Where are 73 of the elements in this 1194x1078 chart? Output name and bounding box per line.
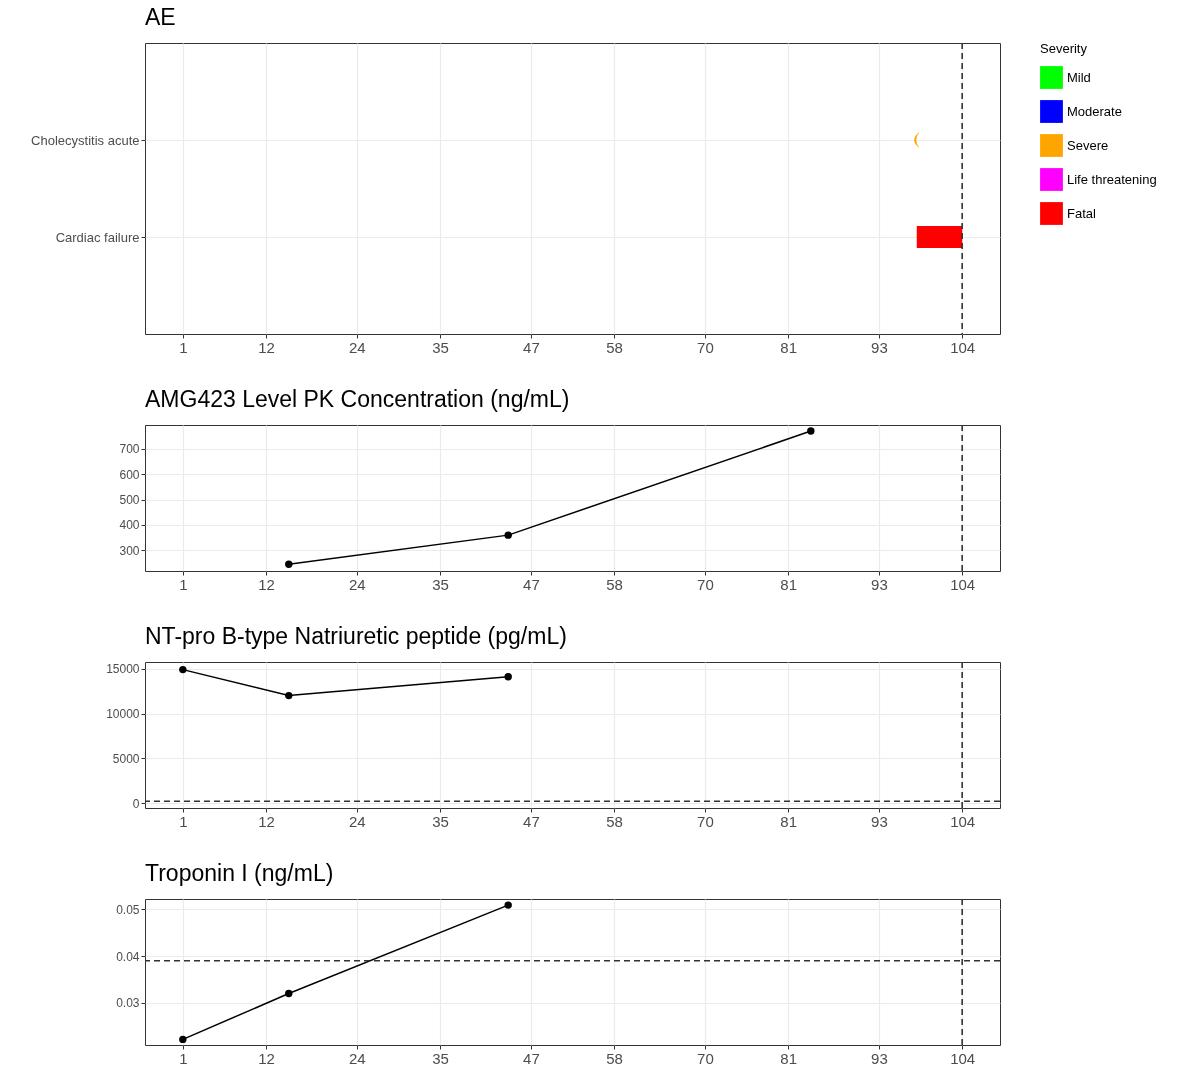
x-tick-label: 1	[179, 812, 188, 830]
chart-title: NT-pro B-type Natriuretic peptide (pg/mL)	[145, 623, 567, 650]
chart-title: Troponin I (ng/mL)	[145, 860, 334, 887]
x-tick-label: 81	[780, 812, 797, 830]
x-tick-label: 104	[950, 575, 976, 593]
y-tick-label: 700	[119, 442, 140, 457]
y-tick-label: 300	[119, 543, 140, 558]
y-tick-label: 10000	[106, 707, 140, 721]
x-tick-label: 1	[179, 575, 188, 593]
x-tick-label: 104	[950, 338, 976, 356]
legend-label: Moderate	[1067, 103, 1122, 119]
x-tick-label: 24	[349, 812, 366, 830]
chart-title: AE	[145, 4, 176, 31]
point	[285, 560, 293, 568]
legend-label: Mild	[1067, 69, 1091, 85]
y-tick-label: 600	[119, 467, 140, 482]
x-tick-label: 47	[523, 575, 540, 593]
legend-label: Severe	[1067, 137, 1109, 153]
x-tick-label: 35	[432, 575, 449, 593]
y-tick-label: 5000	[112, 751, 140, 766]
x-tick-label: 104	[950, 1049, 976, 1067]
point	[807, 427, 815, 435]
y-tick-label: 15000	[106, 662, 140, 677]
x-tick-label: 93	[871, 1049, 888, 1067]
y-tick-label: 0.04	[116, 949, 140, 964]
point	[504, 901, 512, 909]
point	[285, 691, 293, 700]
y-tick-label: 0	[132, 796, 140, 811]
x-tick-label: 58	[606, 812, 623, 830]
x-tick-label: 70	[697, 1049, 714, 1067]
y-tick-label: 400	[119, 518, 140, 533]
x-tick-label: 12	[258, 575, 275, 593]
x-tick-label: 81	[780, 338, 797, 356]
x-tick-label: 35	[432, 1049, 449, 1067]
x-tick-label: 12	[258, 1049, 275, 1067]
x-tick-label: 81	[780, 575, 797, 593]
x-tick-label: 70	[697, 338, 714, 356]
point	[179, 1035, 187, 1044]
x-tick-label: 93	[871, 812, 888, 830]
y-tick-label: 500	[119, 493, 140, 508]
x-tick-label: 12	[258, 338, 275, 356]
x-tick-label: 24	[349, 338, 366, 356]
x-tick-label: 1	[179, 338, 188, 356]
point	[285, 989, 293, 998]
x-tick-label: 1	[179, 1049, 188, 1067]
y-tick-label: 0.05	[116, 902, 140, 917]
x-tick-label: 35	[432, 338, 449, 356]
x-tick-label: 81	[780, 1049, 797, 1067]
x-tick-label: 93	[871, 575, 888, 593]
x-tick-label: 104	[950, 812, 976, 830]
x-tick-label: 35	[432, 812, 449, 830]
legend-label: Life threatening	[1067, 171, 1157, 187]
point	[504, 531, 512, 539]
legend-label: Fatal	[1067, 205, 1097, 221]
x-tick-label: 47	[523, 1049, 540, 1067]
x-tick-label: 58	[606, 575, 623, 593]
x-tick-label: 70	[697, 812, 714, 830]
legend-title: Severity	[1040, 41, 1088, 56]
x-tick-label: 70	[697, 575, 714, 593]
x-tick-label: 24	[349, 1049, 366, 1067]
x-tick-label: 58	[606, 338, 623, 356]
point	[504, 673, 512, 681]
x-tick-label: 58	[606, 1049, 623, 1067]
x-tick-label: 24	[349, 575, 366, 593]
y-tick-label: Cholecystitis acute	[31, 132, 140, 148]
x-tick-label: 47	[523, 812, 540, 830]
x-tick-label: 93	[871, 338, 888, 356]
point	[179, 665, 187, 674]
x-tick-label: 47	[523, 338, 540, 356]
y-tick-label: 0.03	[116, 996, 140, 1011]
x-tick-label: 12	[258, 812, 275, 830]
y-tick-label: Cardiac failure	[55, 229, 140, 245]
chart-title: AMG423 Level PK Concentration (ng/mL)	[145, 386, 570, 413]
